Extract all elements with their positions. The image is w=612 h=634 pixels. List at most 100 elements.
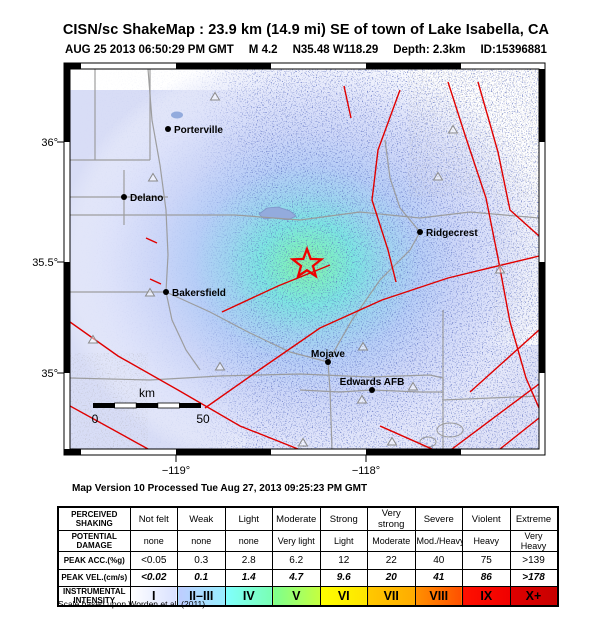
intensity-scale-cell: VII — [367, 586, 416, 607]
legend-cell: Violent — [462, 506, 511, 531]
map-content: Porterville Delano Ridgecrest Bakersfiel… — [70, 69, 539, 449]
intensity-scale-cell: IX — [462, 586, 511, 607]
event-info-line: AUG 25 2013 06:50:29 PM GMT M 4.2 N35.48… — [0, 44, 612, 56]
legend-cell: 0.1 — [177, 568, 226, 587]
cities-layer: Porterville Delano Ridgecrest Bakersfiel… — [121, 125, 478, 393]
legend-cell: 4.7 — [272, 568, 321, 587]
legend-cell: 75 — [462, 551, 511, 570]
intensity-scale-cell: IV — [224, 586, 273, 607]
station-triangle-icon — [297, 437, 309, 447]
lon-tick-label: −119° — [162, 465, 190, 477]
event-magnitude: M 4.2 — [248, 44, 278, 56]
legend-cell: Moderate — [367, 530, 416, 552]
legend-cell: Heavy — [462, 530, 511, 552]
intensity-scale-cell: VIII — [414, 586, 463, 607]
event-coordinates: N35.48 W118.29 — [292, 44, 379, 56]
lon-tick-label: −118° — [352, 465, 380, 477]
legend-cell: 41 — [414, 568, 463, 587]
intensity-scale-cell: X+ — [509, 586, 558, 607]
fault-lines-layer — [70, 81, 539, 449]
station-triangle-icon — [356, 394, 368, 404]
station-triangle-icon — [357, 341, 369, 351]
legend-row-label: PERCEIVED SHAKING — [57, 506, 131, 531]
city-marker — [325, 359, 331, 365]
legend-cell: Not felt — [129, 506, 178, 531]
station-triangle-icon — [407, 381, 419, 391]
dry-lake-outline — [436, 422, 464, 438]
legend-cell: <0.05 — [129, 551, 178, 570]
legend-row: PEAK ACC.(%g) <0.05 0.3 2.8 6.2 12 22 40 75 >139 — [57, 551, 558, 570]
lat-tick-label: 36° — [41, 137, 58, 149]
legend-cell: none — [224, 530, 273, 552]
event-depth: Depth: 2.3km — [393, 44, 466, 56]
lake-success — [171, 111, 183, 119]
legend-row-label: INSTRUMENTAL INTENSITY — [57, 586, 131, 607]
legend-cell: 22 — [367, 551, 416, 570]
station-triangle-icon — [87, 334, 99, 344]
legend-cell: Weak — [177, 506, 226, 531]
legend-cell: none — [129, 530, 178, 552]
legend-cell: Very light — [272, 530, 321, 552]
shakemap-map: Porterville Delano Ridgecrest Bakersfiel… — [32, 62, 546, 477]
legend-cell: Severe — [414, 506, 463, 531]
intensity-scale-cell: VI — [319, 586, 368, 607]
legend-footnote: Scale based upon Worden et al. (2011) — [58, 599, 206, 609]
intensity-scale-cell: II–III — [177, 586, 226, 607]
legend-row-label: POTENTIAL DAMAGE — [57, 530, 131, 552]
legend-cell: 9.6 — [319, 568, 368, 587]
boundary-lines-layer — [70, 69, 539, 449]
city-marker — [417, 229, 423, 235]
legend-cell: 6.2 — [272, 551, 321, 570]
legend-cell: 20 — [367, 568, 416, 587]
scale-bar: km 0 50 — [92, 386, 210, 426]
station-triangle-icon — [147, 172, 159, 182]
terrain-texture-gray-sw — [70, 353, 148, 449]
city-label: Bakersfield — [172, 288, 226, 299]
legend-cell: 40 — [414, 551, 463, 570]
city-label: Porterville — [174, 125, 223, 136]
city-marker — [369, 387, 375, 393]
legend-cell: 86 — [462, 568, 511, 587]
city-marker — [163, 289, 169, 295]
terrain-texture-gray-ne — [408, 69, 539, 197]
legend-row: PERCEIVED SHAKING Not felt Weak Light Modera… — [57, 506, 558, 531]
legend-cell: none — [177, 530, 226, 552]
scale-start-label: 0 — [92, 412, 99, 426]
legend-cell: Strong — [319, 506, 368, 531]
legend-cell: 0.3 — [177, 551, 226, 570]
legend-cell: Moderate — [272, 506, 321, 531]
legend-row: PEAK VEL.(cm/s) <0.02 0.1 1.4 4.7 9.6 20 41 86 >1… — [57, 568, 558, 587]
intensity-scale-cell: I — [129, 586, 178, 607]
city-label: Delano — [130, 193, 163, 204]
legend-row-label: PEAK VEL.(cm/s) — [57, 568, 131, 587]
legend-row: POTENTIAL DAMAGE none none none Very light Li… — [57, 530, 558, 552]
city-label: Edwards AFB — [340, 377, 405, 388]
station-triangles-layer — [87, 91, 506, 447]
station-triangle-icon — [144, 287, 156, 297]
legend-cell: 12 — [319, 551, 368, 570]
event-id: ID:15396881 — [480, 44, 547, 56]
legend-cell: Very strong — [367, 506, 416, 531]
legend-cell: Mod./Heavy — [414, 530, 463, 552]
station-triangle-icon — [209, 91, 221, 101]
station-triangle-icon — [386, 436, 398, 446]
page-title: CISN/sc ShakeMap : 23.9 km (14.9 mi) SE … — [62, 22, 550, 38]
city-marker — [121, 194, 127, 200]
legend-cell: Extreme — [509, 506, 558, 531]
legend-cell: Light — [224, 506, 273, 531]
legend-cell: >139 — [509, 551, 558, 570]
scale-unit-label: km — [139, 386, 155, 400]
city-label: Mojave — [311, 349, 345, 360]
station-triangle-icon — [214, 361, 226, 371]
intensity-scale-cell: V — [272, 586, 321, 607]
legend-cell: <0.02 — [129, 568, 178, 587]
legend-cell: >178 — [509, 568, 558, 587]
graticule-labels: 36° 35.5° 35° −119° −118° — [32, 137, 380, 477]
lake-isabella — [258, 206, 297, 221]
legend-row-label: PEAK ACC.(%g) — [57, 551, 131, 570]
station-triangle-icon — [432, 171, 444, 181]
legend-cell: Very Heavy — [509, 530, 558, 552]
lat-tick-label: 35° — [41, 368, 58, 380]
city-marker — [165, 126, 171, 132]
map-version-caption: Map Version 10 Processed Tue Aug 27, 201… — [72, 483, 368, 494]
